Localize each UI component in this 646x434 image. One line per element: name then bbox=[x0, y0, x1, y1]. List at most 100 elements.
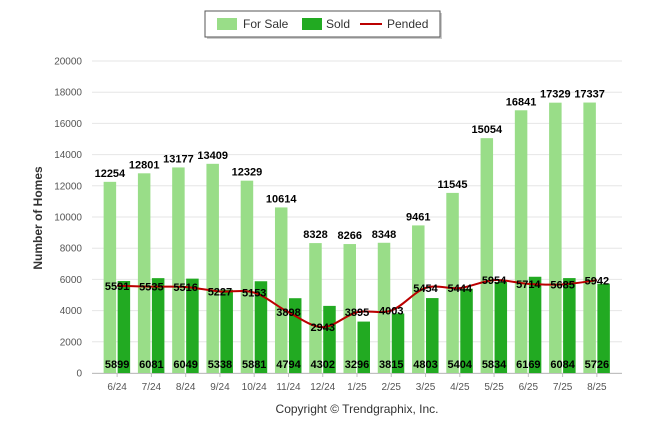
bar-for-sale bbox=[480, 138, 494, 373]
bar-for-sale bbox=[343, 244, 356, 373]
label-sold: 5338 bbox=[208, 359, 232, 371]
bar-sold bbox=[323, 305, 336, 373]
y-tick-label: 10000 bbox=[54, 213, 82, 224]
label-sold: 6049 bbox=[173, 359, 197, 371]
label-pended: 5714 bbox=[516, 279, 541, 291]
y-tick-label: 6000 bbox=[60, 275, 83, 286]
x-tick-label: 8/25 bbox=[587, 382, 607, 393]
label-for-sale: 13177 bbox=[163, 153, 194, 165]
bar-sold bbox=[391, 313, 405, 373]
bar-sold bbox=[117, 280, 131, 373]
y-tick-label: 0 bbox=[76, 369, 82, 380]
x-tick-label: 3/25 bbox=[416, 382, 436, 393]
label-for-sale: 8266 bbox=[338, 230, 362, 242]
x-tick-label: 6/25 bbox=[519, 382, 539, 393]
x-tick-label: 2/25 bbox=[382, 382, 402, 393]
x-tick-label: 1/25 bbox=[347, 382, 367, 393]
bar-for-sale bbox=[274, 207, 288, 373]
x-axis: 6/24 7/24 8/24 9/24 10/24 11/24 12/24 1/25 2/25 3… bbox=[107, 373, 607, 393]
legend: For Sale Sold Pended bbox=[204, 10, 442, 39]
label-for-sale: 8348 bbox=[372, 229, 396, 241]
data-labels: 12254 5591 5899 12801 5535 6081 13177 5516 6049 1… bbox=[95, 89, 610, 371]
label-pended: 3895 bbox=[345, 307, 369, 319]
label-sold: 5881 bbox=[242, 359, 266, 371]
bar-sold bbox=[563, 278, 576, 373]
legend-label-for-sale: For Sale bbox=[243, 17, 289, 31]
label-sold: 5899 bbox=[105, 359, 129, 371]
bar-for-sale bbox=[377, 242, 391, 373]
bar-sold bbox=[220, 289, 233, 373]
y-axis-label: Number of Homes bbox=[31, 166, 45, 270]
bar-sold bbox=[460, 288, 473, 373]
bar-sold bbox=[186, 278, 199, 373]
x-tick-label: 7/24 bbox=[142, 382, 162, 393]
label-pended: 5942 bbox=[585, 275, 609, 287]
label-for-sale: 12254 bbox=[95, 168, 126, 180]
y-tick-label: 14000 bbox=[54, 150, 82, 161]
label-sold: 6169 bbox=[516, 359, 540, 371]
x-tick-label: 11/24 bbox=[276, 382, 301, 393]
label-sold: 4302 bbox=[310, 359, 334, 371]
label-pended: 5153 bbox=[242, 288, 266, 300]
label-sold: 5404 bbox=[448, 359, 473, 371]
label-pended: 5685 bbox=[550, 279, 574, 291]
bar-sold bbox=[426, 298, 439, 373]
bar-for-sale bbox=[549, 102, 562, 373]
x-tick-label: 7/25 bbox=[553, 382, 573, 393]
label-pended: 5454 bbox=[413, 283, 438, 295]
label-pended: 5954 bbox=[482, 275, 507, 287]
y-tick-label: 12000 bbox=[54, 181, 82, 192]
bar-sold bbox=[151, 278, 165, 373]
label-for-sale: 8328 bbox=[303, 229, 327, 241]
pended-line bbox=[117, 279, 597, 329]
label-sold: 6084 bbox=[550, 359, 575, 371]
label-pended: 5535 bbox=[139, 282, 163, 294]
label-for-sale: 17337 bbox=[574, 89, 605, 101]
label-pended: 5227 bbox=[208, 286, 232, 298]
copyright-footer: Copyright © Trendgraphix, Inc. bbox=[276, 402, 439, 416]
label-for-sale: 11545 bbox=[438, 179, 468, 191]
bar-for-sale bbox=[137, 173, 151, 373]
grid bbox=[92, 60, 622, 374]
label-pended: 5591 bbox=[105, 281, 129, 293]
label-sold: 4794 bbox=[276, 359, 301, 371]
y-tick-label: 20000 bbox=[54, 57, 82, 68]
x-tick-label: 4/25 bbox=[450, 382, 470, 393]
legend-swatch-sold bbox=[302, 18, 322, 30]
label-for-sale: 15054 bbox=[472, 124, 503, 136]
label-sold: 4803 bbox=[413, 359, 437, 371]
label-pended: 5444 bbox=[448, 283, 473, 295]
bar-for-sale bbox=[514, 110, 528, 374]
label-for-sale: 17329 bbox=[540, 89, 571, 101]
label-for-sale: 12801 bbox=[129, 159, 160, 171]
y-tick-label: 16000 bbox=[54, 119, 82, 130]
label-for-sale: 13409 bbox=[197, 150, 228, 162]
legend-swatch-for-sale bbox=[217, 18, 237, 30]
legend-box bbox=[204, 10, 441, 38]
label-pended: 5516 bbox=[173, 282, 197, 294]
bar-for-sale bbox=[172, 167, 185, 373]
y-tick-label: 2000 bbox=[60, 337, 83, 348]
bar-sold bbox=[357, 321, 370, 373]
label-pended: 4003 bbox=[379, 306, 403, 318]
label-pended: 3898 bbox=[276, 307, 300, 319]
x-tick-label: 12/24 bbox=[310, 382, 335, 393]
legend-label-sold: Sold bbox=[326, 17, 350, 31]
y-tick-label: 4000 bbox=[60, 306, 83, 317]
label-pended: 2943 bbox=[310, 322, 334, 334]
bar-sold bbox=[494, 281, 508, 373]
bar-for-sale bbox=[240, 180, 254, 373]
bar-sold bbox=[597, 283, 610, 373]
x-tick-label: 9/24 bbox=[210, 382, 230, 393]
bar-sold bbox=[528, 276, 542, 373]
y-tick-label: 8000 bbox=[60, 244, 83, 255]
x-tick-label: 6/24 bbox=[107, 382, 127, 393]
bar-for-sale bbox=[412, 225, 425, 373]
pended-series-line bbox=[117, 279, 597, 329]
x-tick-label: 10/24 bbox=[242, 382, 267, 393]
bars bbox=[103, 102, 610, 374]
y-axis: 0 2000 4000 6000 8000 10000 12000 14000 16000 180… bbox=[54, 57, 82, 380]
label-sold: 5726 bbox=[585, 359, 609, 371]
y-tick-label: 18000 bbox=[54, 88, 82, 99]
